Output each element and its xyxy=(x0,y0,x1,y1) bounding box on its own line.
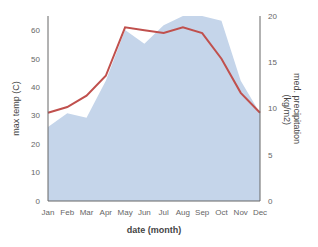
svg-text:date (month): date (month) xyxy=(127,225,182,235)
svg-text:50: 50 xyxy=(31,55,40,64)
svg-text:30: 30 xyxy=(31,111,40,120)
svg-text:Jul: Jul xyxy=(159,208,169,217)
svg-text:40: 40 xyxy=(31,83,40,92)
svg-text:10: 10 xyxy=(31,168,40,177)
svg-text:0: 0 xyxy=(36,197,41,206)
svg-text:Nov: Nov xyxy=(234,208,248,217)
svg-text:5: 5 xyxy=(268,151,273,160)
svg-text:Jun: Jun xyxy=(138,208,151,217)
svg-text:60: 60 xyxy=(31,26,40,35)
svg-text:Jan: Jan xyxy=(42,208,55,217)
svg-text:Feb: Feb xyxy=(60,208,74,217)
svg-text:Aug: Aug xyxy=(176,208,190,217)
svg-text:20: 20 xyxy=(268,12,277,21)
svg-text:Sep: Sep xyxy=(195,208,210,217)
svg-text:Apr: Apr xyxy=(100,208,113,217)
svg-text:10: 10 xyxy=(268,104,277,113)
svg-text:Mar: Mar xyxy=(80,208,94,217)
svg-text:Dec: Dec xyxy=(253,208,267,217)
svg-text:Oct: Oct xyxy=(215,208,228,217)
svg-text:May: May xyxy=(118,208,133,217)
svg-text:20: 20 xyxy=(31,140,40,149)
svg-text:15: 15 xyxy=(268,58,277,67)
svg-text:max temp (C): max temp (C) xyxy=(11,81,21,136)
svg-text:0: 0 xyxy=(268,197,273,206)
svg-text:med. precipitation (kg/m2): med. precipitation (kg/m2) xyxy=(282,73,302,144)
